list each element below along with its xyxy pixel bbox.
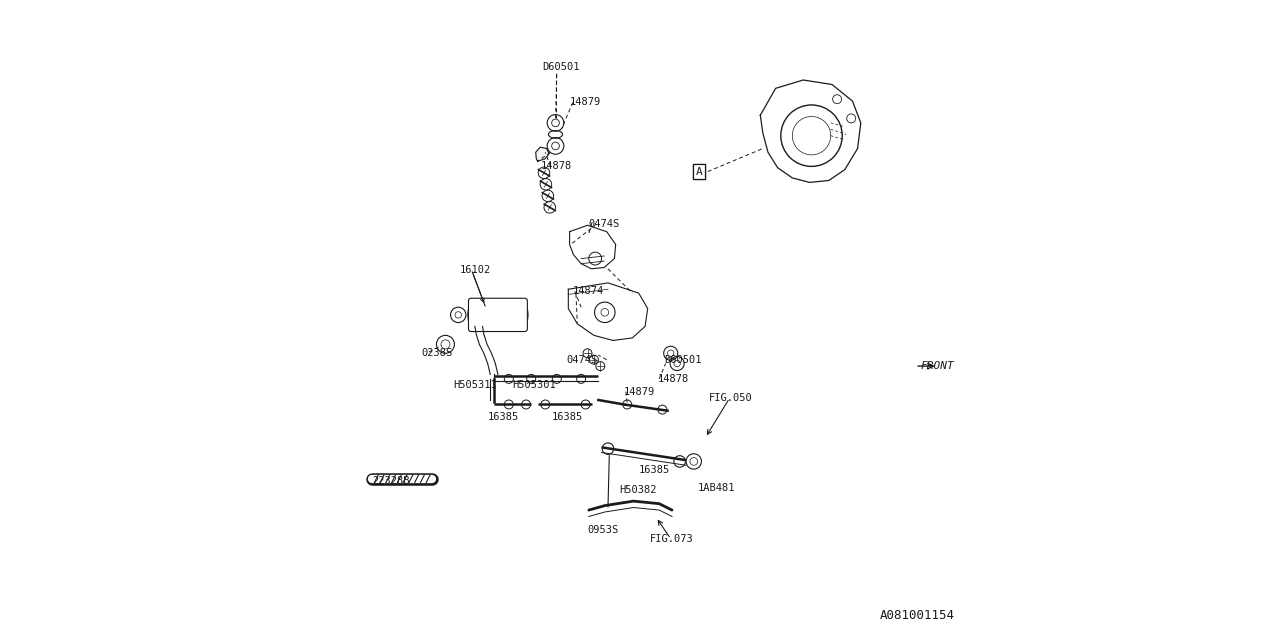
FancyBboxPatch shape xyxy=(468,298,527,332)
Text: 0474S: 0474S xyxy=(566,355,598,365)
Text: 14879: 14879 xyxy=(625,387,655,397)
Text: 0953S: 0953S xyxy=(588,525,618,535)
Text: A: A xyxy=(695,166,703,177)
Text: 14874: 14874 xyxy=(573,286,604,296)
Text: 14878: 14878 xyxy=(658,374,689,384)
Text: 16102: 16102 xyxy=(460,265,490,275)
Text: H505311: H505311 xyxy=(453,380,497,390)
Text: 14878: 14878 xyxy=(540,161,572,172)
Text: A081001154: A081001154 xyxy=(879,609,955,622)
Text: FIG.073: FIG.073 xyxy=(650,534,694,544)
Text: FRONT: FRONT xyxy=(920,361,954,371)
Text: 0474S: 0474S xyxy=(589,219,620,229)
Text: D60501: D60501 xyxy=(664,355,701,365)
Text: H505301: H505301 xyxy=(512,380,556,390)
Text: A: A xyxy=(695,166,703,177)
Text: 16385: 16385 xyxy=(639,465,669,476)
Text: 0238S: 0238S xyxy=(421,348,452,358)
Polygon shape xyxy=(536,147,549,161)
Text: 1AB481: 1AB481 xyxy=(698,483,735,493)
Text: 14879: 14879 xyxy=(570,97,600,108)
Text: 16385: 16385 xyxy=(552,412,582,422)
Text: D60501: D60501 xyxy=(543,62,580,72)
Text: 22328B: 22328B xyxy=(372,476,410,486)
Text: 16385: 16385 xyxy=(488,412,518,422)
Text: H50382: H50382 xyxy=(620,484,657,495)
Text: FIG.050: FIG.050 xyxy=(709,393,753,403)
